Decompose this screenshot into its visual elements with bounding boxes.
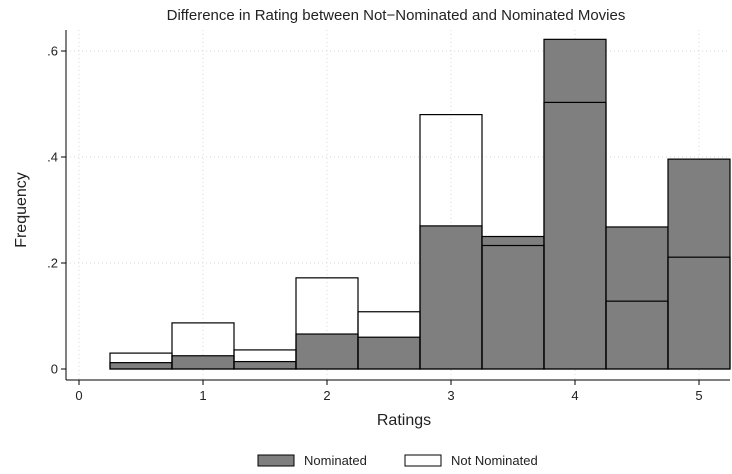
- x-tick-label: 2: [323, 388, 330, 403]
- bar-nominated: [109, 362, 173, 370]
- bar-nominated: [543, 38, 607, 370]
- bar-nominated: [295, 333, 359, 370]
- y-tick-label: .2: [47, 256, 58, 271]
- bars: [109, 38, 731, 370]
- y-tick-label: .4: [47, 150, 58, 165]
- bar-not-nominated: [171, 322, 235, 370]
- grid-lines: [66, 30, 730, 380]
- bar-nominated: [357, 336, 421, 370]
- y-axis-label: Frequency: [13, 172, 30, 248]
- legend-label: Nominated: [304, 453, 367, 468]
- x-tick-label: 3: [447, 388, 454, 403]
- legend-swatch: [404, 454, 442, 467]
- bar-nominated: [667, 158, 731, 370]
- bar-nominated: [419, 225, 483, 370]
- x-axis-label: Ratings: [377, 412, 431, 429]
- axes: 0 1 2 3 4 5 0 .2 .4 .6: [47, 30, 730, 403]
- bar-not-nominated: [419, 113, 483, 370]
- x-tick-label: 5: [695, 388, 702, 403]
- chart-title: Difference in Rating between Not−Nominat…: [167, 7, 626, 24]
- legend-label: Not Nominated: [451, 453, 538, 468]
- legend: Nominated Not Nominated: [257, 453, 538, 468]
- bar-not-nominated: [543, 101, 607, 370]
- y-tick-label: 0: [51, 362, 58, 377]
- bar-nominated: [605, 226, 669, 370]
- bar-nominated: [481, 235, 545, 370]
- bar-nominated: [233, 360, 297, 370]
- x-tick-label: 0: [75, 388, 82, 403]
- bar-not-nominated: [667, 256, 731, 370]
- x-tick-label: 1: [199, 388, 206, 403]
- legend-swatch: [257, 454, 295, 467]
- x-tick-label: 4: [571, 388, 578, 403]
- y-tick-label: .6: [47, 44, 58, 59]
- bar-nominated: [171, 355, 235, 370]
